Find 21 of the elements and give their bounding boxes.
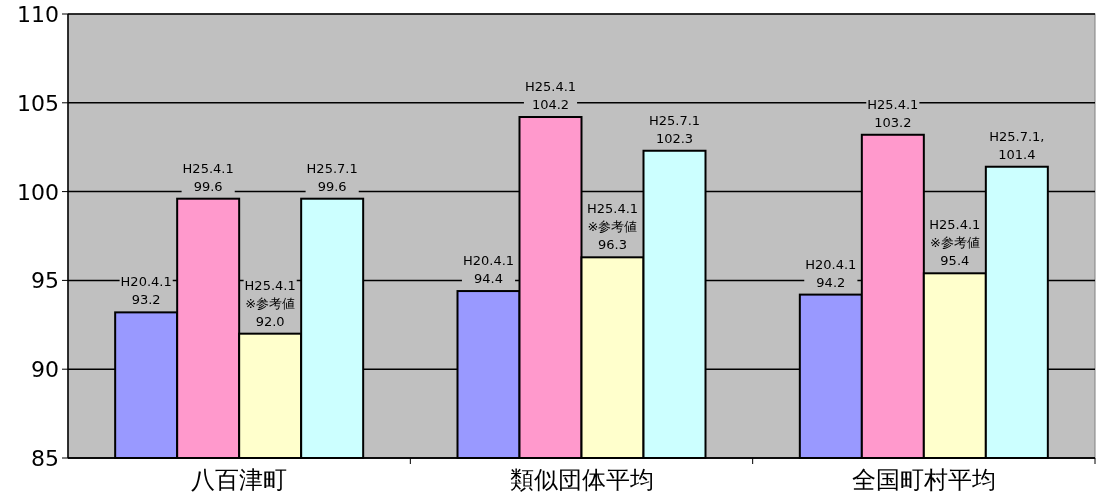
x-tick-label: 八百津町 bbox=[191, 466, 288, 494]
y-tick-label: 90 bbox=[31, 357, 59, 383]
data-label: H25.4.1 ※参考値 96.3 bbox=[586, 201, 639, 253]
data-label: H25.4.1 103.2 bbox=[867, 96, 919, 130]
data-label: H25.7.1 99.6 bbox=[306, 160, 358, 194]
data-label: H25.7.1 102.3 bbox=[648, 112, 701, 146]
data-label: H20.4.1 94.2 bbox=[805, 256, 857, 290]
y-tick-label: 105 bbox=[17, 90, 59, 116]
x-tick-label: 類似団体平均 bbox=[509, 466, 654, 494]
y-tick-label: 85 bbox=[31, 446, 59, 471]
data-label: H25.4.1 ※参考値 95.4 bbox=[929, 217, 981, 269]
data-label: H25.7.1, 101.4 bbox=[989, 128, 1045, 162]
y-tick-label: 110 bbox=[17, 2, 59, 27]
x-tick-label: 全国町村平均 bbox=[851, 466, 996, 494]
data-label: H20.4.1 93.2 bbox=[120, 274, 172, 308]
data-label: H25.4.1 ※参考値 92.0 bbox=[244, 277, 296, 329]
y-tick-label: 95 bbox=[31, 268, 59, 294]
data-label: H25.4.1 104.2 bbox=[524, 79, 577, 113]
data-label: H25.4.1 99.6 bbox=[182, 160, 234, 194]
data-label: H20.4.1 94.4 bbox=[462, 253, 515, 287]
y-tick-label: 100 bbox=[17, 179, 59, 205]
